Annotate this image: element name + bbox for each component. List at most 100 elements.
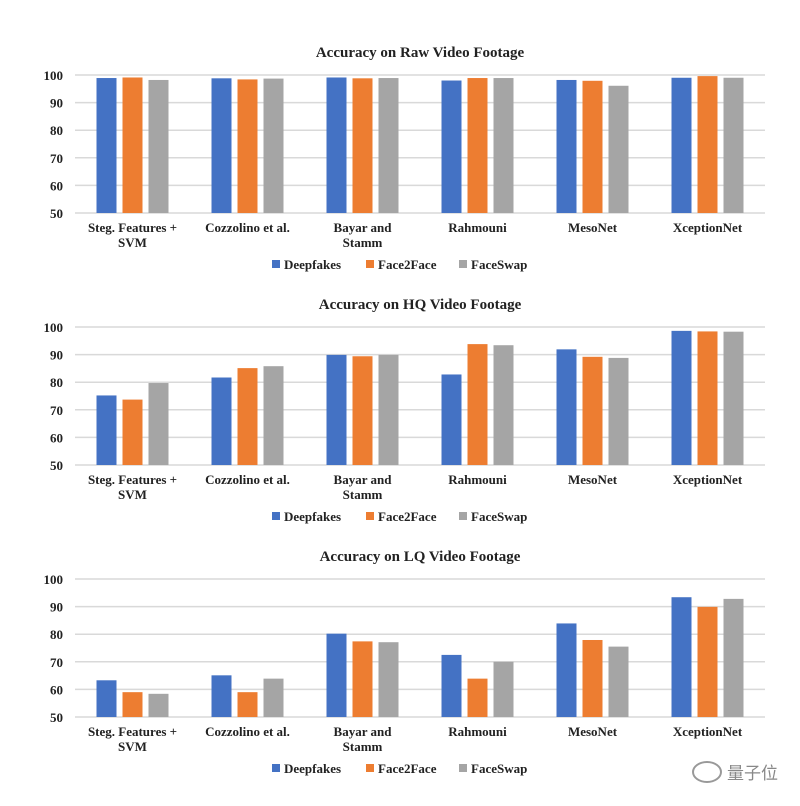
bar-faceswap (493, 661, 514, 717)
bar-faceswap (378, 354, 399, 465)
x-tick-label: Rahmouni (448, 472, 507, 487)
wechat-icon (692, 760, 722, 783)
x-tick-label: XceptionNet (673, 472, 743, 487)
bar-faceswap (263, 78, 284, 213)
bar-deepfakes (556, 349, 577, 465)
legend-swatch (366, 764, 374, 772)
x-tick-label: SVM (118, 235, 147, 250)
bar-deepfakes (326, 633, 347, 717)
bar-face2face (582, 639, 603, 717)
y-tick-label: 80 (50, 375, 63, 390)
x-tick-label: Stamm (343, 739, 383, 754)
bar-faceswap (263, 678, 284, 717)
y-tick-label: 90 (50, 600, 63, 615)
y-tick-label: 100 (44, 320, 64, 335)
bar-face2face (697, 331, 718, 465)
x-tick-label: Bayar and (334, 220, 393, 235)
y-tick-label: 80 (50, 123, 63, 138)
legend-swatch (272, 764, 280, 772)
bar-face2face (237, 692, 258, 717)
bar-face2face (237, 79, 258, 213)
y-tick-label: 60 (50, 178, 63, 193)
y-tick-label: 90 (50, 96, 63, 111)
legend-label: FaceSwap (471, 761, 527, 776)
bar-deepfakes (211, 675, 232, 717)
bar-deepfakes (326, 354, 347, 465)
bar-face2face (467, 344, 488, 465)
bar-face2face (122, 77, 143, 213)
bar-face2face (352, 356, 373, 465)
y-tick-label: 50 (50, 206, 63, 221)
y-tick-label: 80 (50, 627, 63, 642)
legend-label: FaceSwap (471, 257, 527, 272)
bar-face2face (697, 606, 718, 717)
x-tick-label: Cozzolino et al. (205, 724, 290, 739)
bar-face2face (697, 76, 718, 213)
legend-swatch (459, 512, 467, 520)
watermark: 量子位 (692, 759, 778, 784)
bar-face2face (352, 641, 373, 717)
y-tick-label: 60 (50, 682, 63, 697)
bar-faceswap (493, 345, 514, 465)
legend-swatch (366, 260, 374, 268)
bar-faceswap (608, 646, 629, 717)
x-tick-label: Steg. Features + (88, 472, 177, 487)
bar-deepfakes (441, 80, 462, 214)
legend-swatch (272, 260, 280, 268)
bar-deepfakes (556, 79, 577, 213)
bar-faceswap (378, 78, 399, 213)
y-tick-label: 100 (44, 68, 64, 83)
bar-faceswap (148, 383, 169, 465)
x-tick-label: Stamm (343, 235, 383, 250)
bar-deepfakes (441, 374, 462, 465)
bar-face2face (122, 399, 143, 465)
x-tick-label: SVM (118, 739, 147, 754)
y-tick-label: 70 (50, 403, 63, 418)
bar-deepfakes (671, 330, 692, 465)
chart-title: Accuracy on HQ Video Footage (319, 297, 522, 313)
bar-deepfakes (96, 78, 117, 213)
legend-swatch (272, 512, 280, 520)
y-tick-label: 70 (50, 655, 63, 670)
bar-face2face (237, 368, 258, 465)
legend-swatch (459, 764, 467, 772)
bar-face2face (467, 678, 488, 717)
y-tick-label: 50 (50, 710, 63, 725)
bar-face2face (582, 356, 603, 465)
bar-faceswap (723, 598, 744, 717)
x-tick-label: Rahmouni (448, 220, 507, 235)
x-tick-label: Steg. Features + (88, 220, 177, 235)
legend-label: Deepfakes (284, 761, 341, 776)
legend-swatch (459, 260, 467, 268)
chart-title: Accuracy on Raw Video Footage (316, 45, 525, 61)
y-tick-label: 60 (50, 430, 63, 445)
y-tick-label: 90 (50, 348, 63, 363)
bar-faceswap (148, 693, 169, 717)
bar-faceswap (493, 78, 514, 213)
x-tick-label: MesoNet (568, 220, 618, 235)
bar-faceswap (608, 357, 629, 465)
x-tick-label: Bayar and (334, 724, 393, 739)
legend-label: FaceSwap (471, 509, 527, 524)
y-tick-label: 100 (44, 572, 64, 587)
chart-title: Accuracy on LQ Video Footage (320, 549, 521, 565)
bar-faceswap (723, 331, 744, 465)
x-tick-label: Cozzolino et al. (205, 472, 290, 487)
x-tick-label: Bayar and (334, 472, 393, 487)
bar-deepfakes (556, 623, 577, 717)
watermark-text: 量子位 (727, 764, 778, 784)
bar-faceswap (148, 79, 169, 213)
x-tick-label: SVM (118, 487, 147, 502)
legend-label: Deepfakes (284, 509, 341, 524)
bar-deepfakes (671, 597, 692, 717)
y-tick-label: 70 (50, 151, 63, 166)
legend-label: Face2Face (378, 509, 437, 524)
x-tick-label: MesoNet (568, 724, 618, 739)
bar-deepfakes (441, 654, 462, 717)
x-tick-label: MesoNet (568, 472, 618, 487)
bar-faceswap (263, 366, 284, 465)
y-tick-label: 50 (50, 458, 63, 473)
x-tick-label: Stamm (343, 487, 383, 502)
legend-label: Deepfakes (284, 257, 341, 272)
